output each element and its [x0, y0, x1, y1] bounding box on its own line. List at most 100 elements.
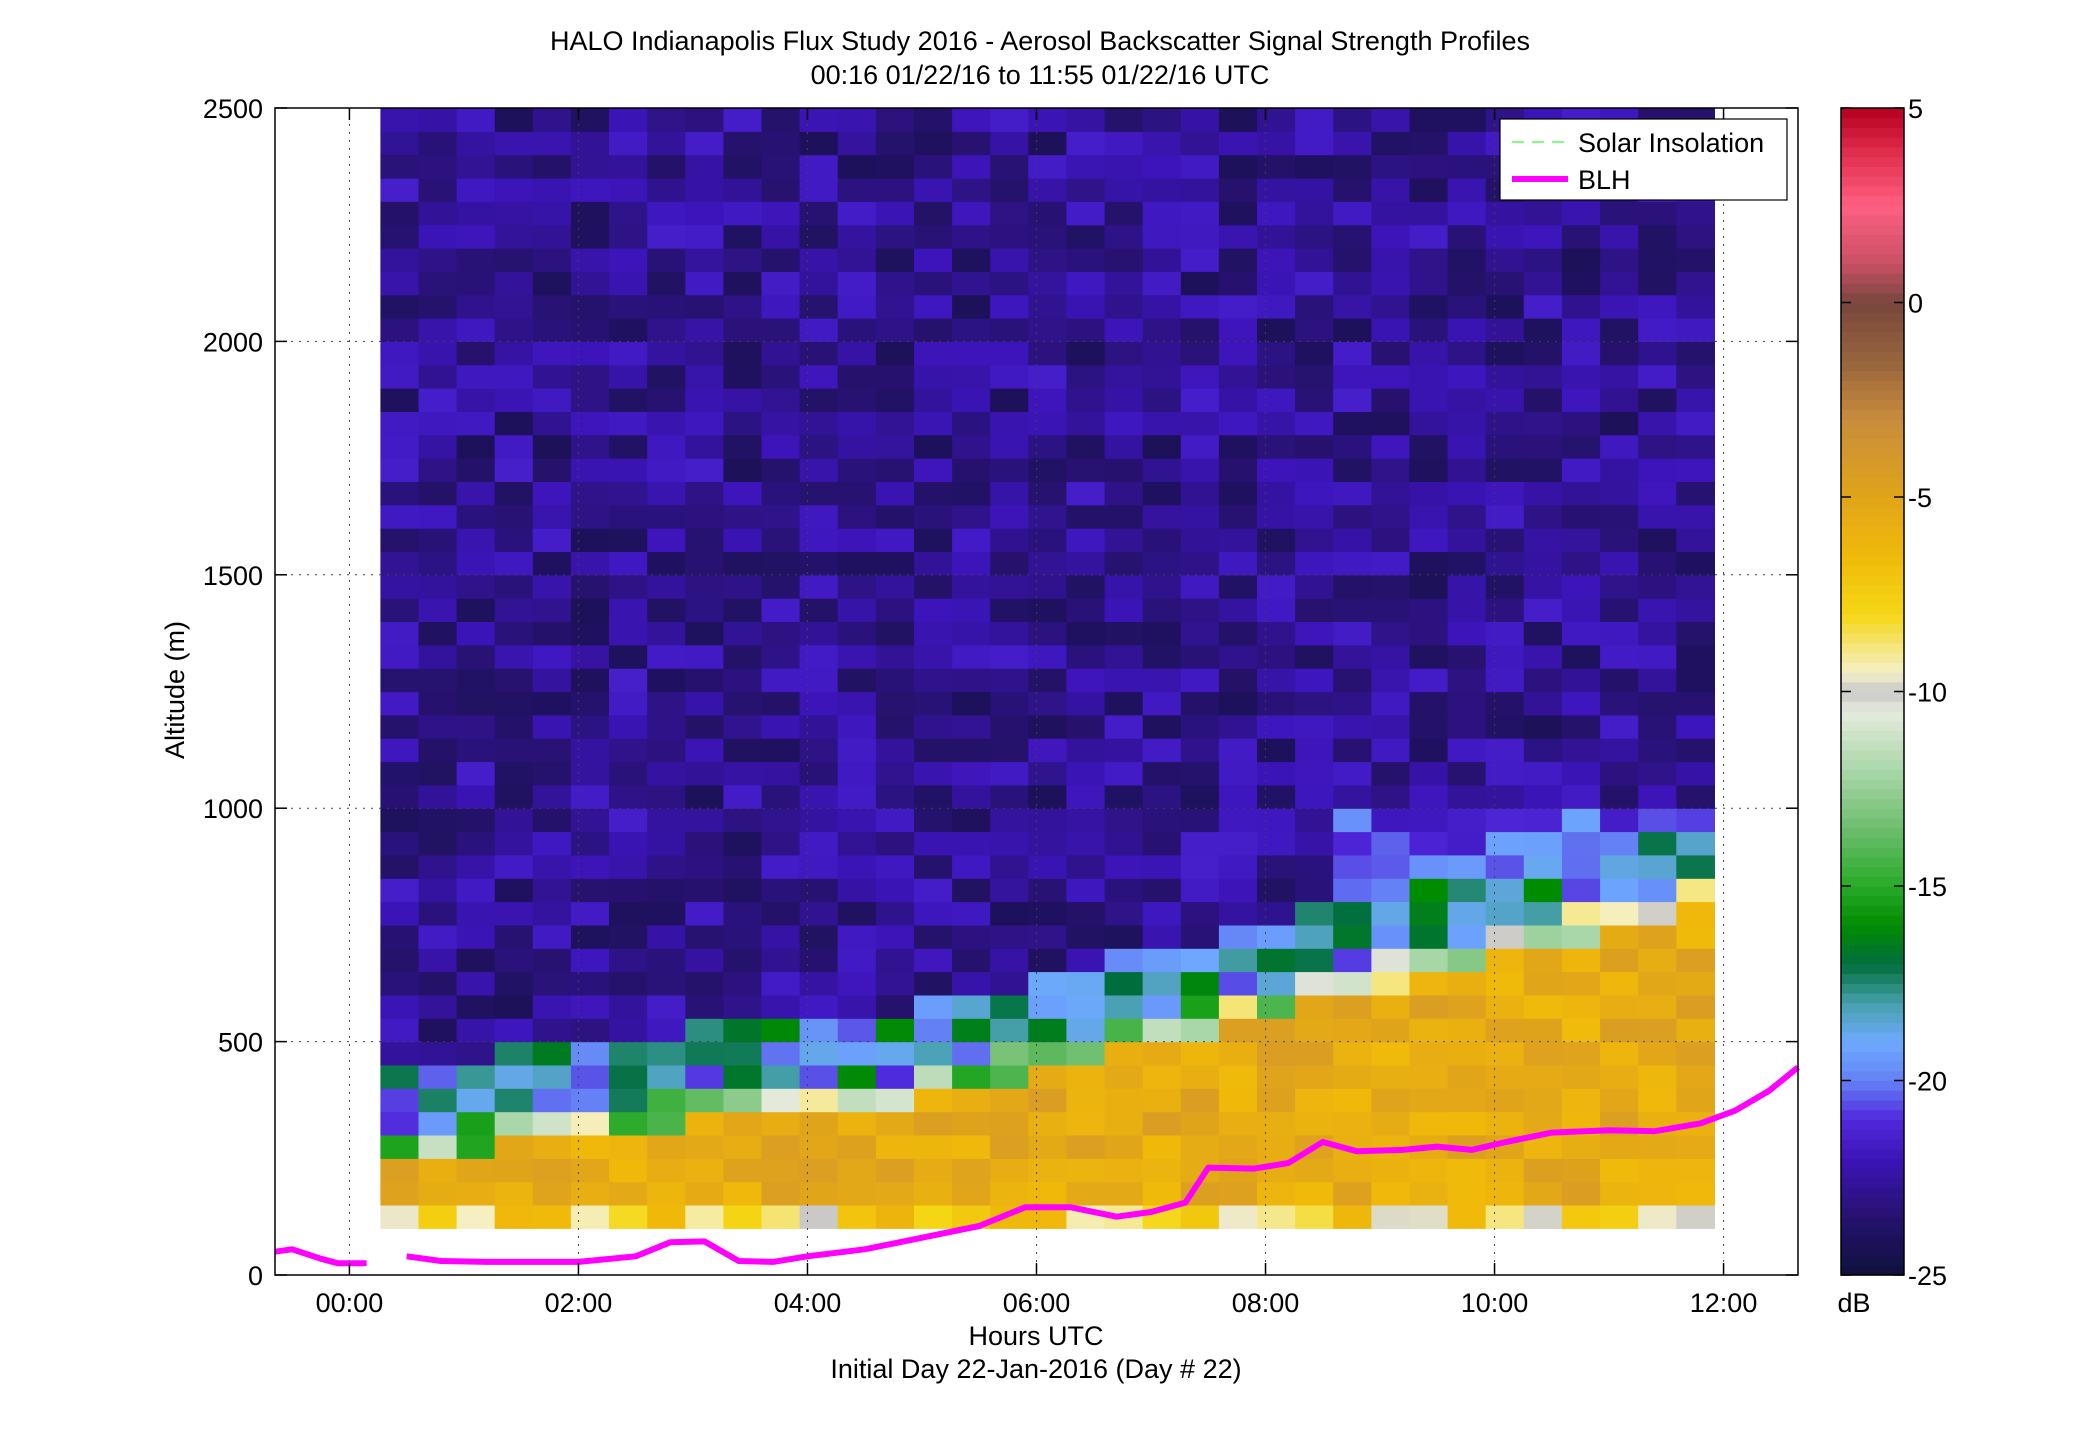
heatmap-cell — [952, 644, 991, 669]
heatmap-cell — [952, 1064, 991, 1089]
heatmap-cell — [723, 808, 763, 833]
heatmap-cell — [1523, 1018, 1563, 1043]
heatmap-cell — [685, 574, 724, 599]
heatmap-cell — [1218, 644, 1258, 669]
heatmap-cell — [1600, 971, 1639, 996]
heatmap-cell — [1218, 831, 1258, 856]
heatmap-cell — [990, 201, 1029, 226]
heatmap-cell — [456, 901, 496, 926]
heatmap-cell — [1561, 761, 1601, 786]
heatmap-cell — [1523, 224, 1563, 249]
heatmap-cell — [418, 1135, 458, 1159]
heatmap-cell — [1523, 808, 1563, 833]
colorbar-segment — [1841, 934, 1904, 945]
heatmap-cell — [914, 341, 953, 366]
heatmap-cell — [418, 201, 458, 226]
heatmap-cell — [1561, 714, 1601, 739]
heatmap-cell — [647, 808, 686, 833]
heatmap-cell — [1333, 784, 1372, 809]
heatmap-cell — [1447, 621, 1487, 646]
heatmap-cell — [875, 1135, 915, 1159]
heatmap-cell — [532, 294, 572, 319]
heatmap-cell — [837, 668, 877, 693]
heatmap-cell — [1485, 481, 1525, 506]
heatmap-cell — [1142, 551, 1182, 576]
heatmap-cell — [799, 831, 839, 856]
heatmap-cell — [1676, 294, 1715, 319]
heatmap-cell — [952, 784, 991, 809]
heatmap-cell — [723, 644, 763, 669]
heatmap-cell — [418, 1041, 458, 1066]
heatmap-cell — [723, 224, 763, 249]
heatmap-cell — [1218, 504, 1258, 529]
heatmap-cell — [1600, 1205, 1639, 1229]
heatmap-cell — [1523, 878, 1563, 903]
colorbar-tick-label: -10 — [1908, 678, 1947, 708]
heatmap-cell — [1523, 574, 1563, 599]
heatmap-cell — [456, 598, 496, 622]
heatmap-cell — [380, 224, 420, 249]
heatmap-cell — [647, 691, 686, 716]
heatmap-cell — [647, 294, 686, 319]
heatmap-cell — [1142, 1041, 1182, 1066]
heatmap-cell — [1371, 224, 1411, 249]
heatmap-cell — [532, 574, 572, 599]
heatmap-cell — [456, 271, 496, 296]
heatmap-cell — [494, 458, 534, 482]
heatmap-cell — [1142, 528, 1182, 552]
heatmap-cell — [1371, 248, 1411, 272]
heatmap-cell — [1676, 481, 1715, 506]
heatmap-cell — [1638, 271, 1677, 296]
heatmap-cell — [1485, 854, 1525, 879]
heatmap-cell — [1066, 598, 1106, 622]
heatmap-cell — [494, 224, 534, 249]
heatmap-cell — [914, 668, 953, 693]
heatmap-cell — [1638, 598, 1677, 622]
heatmap-cell — [952, 178, 991, 202]
heatmap-cell — [799, 1111, 839, 1136]
heatmap-cell — [1561, 528, 1601, 552]
heatmap-cell — [1257, 224, 1296, 249]
heatmap-cell — [1333, 154, 1372, 179]
heatmap-cell — [1638, 924, 1677, 949]
heatmap-cell — [761, 341, 801, 366]
y-tick-label: 0 — [248, 1261, 263, 1291]
heatmap-cell — [990, 1135, 1029, 1159]
heatmap-cell — [647, 854, 686, 879]
heatmap-cell — [570, 1041, 610, 1066]
heatmap-cell — [1218, 341, 1258, 366]
heatmap-cell — [837, 1158, 877, 1183]
heatmap-cell — [647, 481, 686, 506]
heatmap-cell — [1409, 271, 1449, 296]
heatmap-cell — [1485, 528, 1525, 552]
heatmap-cell — [609, 644, 648, 669]
heatmap-cell — [1028, 318, 1067, 342]
heatmap-cell — [837, 854, 877, 879]
heatmap-cell — [494, 388, 534, 412]
heatmap-cell — [1409, 924, 1449, 949]
heatmap-cell — [723, 901, 763, 926]
heatmap-cell — [799, 1018, 839, 1043]
heatmap-cell — [1409, 1018, 1449, 1043]
heatmap-cell — [1028, 271, 1067, 296]
heatmap-cell — [609, 318, 648, 342]
heatmap-cell — [761, 458, 801, 482]
heatmap-cell — [1447, 994, 1487, 1019]
heatmap-cell — [1561, 1018, 1601, 1043]
heatmap-cell — [875, 1064, 915, 1089]
heatmap-cell — [875, 434, 915, 459]
heatmap-cell — [1561, 551, 1601, 576]
heatmap-cell — [761, 1181, 801, 1206]
heatmap-cell — [380, 551, 420, 576]
heatmap-cell — [1485, 971, 1525, 996]
heatmap-cell — [1447, 761, 1487, 786]
heatmap-cell — [761, 364, 801, 389]
colorbar-segment — [1841, 545, 1904, 556]
heatmap-cell — [723, 1111, 763, 1136]
heatmap-cell — [1028, 668, 1067, 693]
heatmap-cell — [1218, 691, 1258, 716]
heatmap-cell — [570, 924, 610, 949]
heatmap-cell — [1028, 178, 1067, 202]
heatmap-cell — [1028, 528, 1067, 552]
heatmap-cell — [1447, 1181, 1487, 1206]
